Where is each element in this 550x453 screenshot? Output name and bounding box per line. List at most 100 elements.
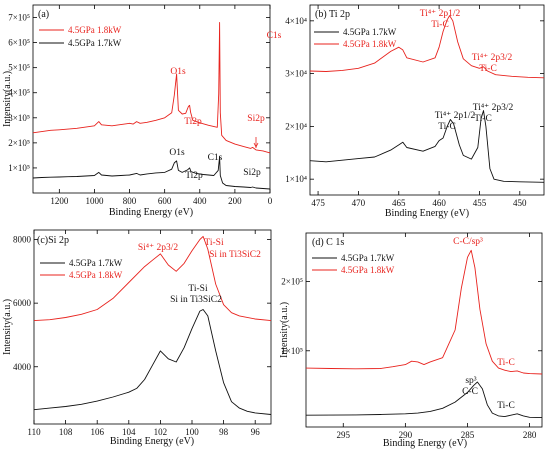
legend-label-1p8kw: 4.5GPa 1.8kW: [68, 25, 122, 35]
annotation-si2p-red: Si2p: [247, 114, 265, 124]
x-tick-label: 800: [123, 196, 137, 206]
panel-c-x-axis-label: Binding Energy (eV): [110, 436, 194, 447]
x-tick-label: 98: [219, 427, 229, 437]
annotation-si-in-ti3sic2-red: Si in Ti3SiC2: [209, 250, 261, 260]
y-tick-label: 8000: [13, 235, 32, 245]
series-line-4-5gpa-1-8kw: [309, 15, 545, 79]
x-tick-label: 290: [399, 430, 413, 440]
annotation-ti2p-red: Ti2p: [184, 117, 202, 127]
y-tick-label: 2×10⁵: [281, 277, 303, 287]
annotation-o1s-black: O1s: [169, 148, 185, 158]
panel-d-c1s-spectrum: 295 290 285 280 1×10⁵ 2×10⁵ (d) C 1s 4.5GPa 1…: [279, 232, 543, 449]
y-tick-label: 1×10⁴: [285, 174, 307, 184]
annotation-cc-black: C-C: [462, 387, 478, 397]
annotation-arrowhead-si2p: [253, 142, 259, 148]
y-tick-label: 6×10⁵: [8, 38, 30, 48]
x-tick-label: 295: [337, 430, 351, 440]
panel-c-si2p-spectrum: 110 108 106 104 102 100 98 96 4000 6000 8000 (c)Si…: [2, 229, 272, 447]
x-tick-label: 104: [122, 427, 136, 437]
y-tick-label: 2×10⁴: [285, 121, 307, 131]
panel-c-y-axis-label: Intensity(a.u.): [2, 299, 13, 355]
annotation-tic-black-2: Ti-C: [474, 114, 492, 124]
y-tick-label: 5×10⁵: [8, 63, 30, 73]
y-tick-label: 4×10⁵: [8, 88, 30, 98]
panel-d-title: (d) C 1s: [312, 237, 344, 248]
legend-label-1p8kw: 4.5GPa 1.8kW: [343, 39, 397, 49]
annotation-tisi-black: Ti-Si: [188, 284, 208, 294]
panel-a-title: (a): [38, 9, 49, 20]
annotation-cc-sp3-red: C-C/sp³: [453, 237, 483, 247]
x-tick-label: 1000: [85, 196, 104, 206]
panel-a-plot-marks: 1200 1000 800 600 400 200 0 1×10⁵ 2×10⁵ 3×10⁵ 4×10…: [8, 5, 273, 206]
x-tick-label: 455: [473, 198, 487, 208]
y-tick-label: 7×10⁵: [8, 13, 30, 23]
panel-a-y-axis-label: Intensity(a.u.): [2, 71, 13, 127]
series-line-4-5gpa-1-8kw: [33, 235, 272, 322]
panel-b-x-axis-label: Binding Energy (eV): [385, 208, 469, 219]
annotation-tic-red-1: Ti-C: [431, 20, 449, 30]
annotation-tic-black-1: Ti-C: [438, 122, 456, 132]
annotation-tic-red-2: Ti-C: [479, 64, 497, 74]
annotation-ti4-2p32-red: Ti⁴⁺ 2p3/2: [472, 53, 513, 63]
series-line-4-5gpa-1-7kw: [305, 381, 543, 419]
panel-b-title: (b) Ti 2p: [315, 9, 350, 20]
annotation-tic-red: Ti-C: [497, 358, 515, 368]
y-tick-label: 1×10⁵: [281, 346, 303, 356]
y-tick-label: 3×10⁴: [285, 69, 307, 79]
annotation-si4-2p32-red: Si⁴⁺ 2p3/2: [138, 243, 179, 253]
annotation-sp3-black: sp³: [465, 376, 476, 386]
legend-label-1p7kw: 4.5GPa 1.7kW: [343, 27, 397, 37]
x-tick-label: 465: [392, 198, 406, 208]
panel-d-y-axis-label: Intensity(a.u.): [279, 302, 290, 358]
panel-a-legend: 4.5GPa 1.8kW 4.5GPa 1.7kW: [39, 25, 122, 48]
panel-c-frame: [33, 229, 272, 425]
x-tick-label: 110: [27, 427, 41, 437]
panel-c-legend: 4.5GPa 1.7kW 4.5GPa 1.8kW: [40, 258, 123, 280]
annotation-c1s-red: C1s: [267, 31, 282, 41]
legend-label-1p8kw: 4.5GPa 1.8kW: [341, 265, 395, 275]
panel-d-plot-marks: 295 290 285 280 1×10⁵ 2×10⁵: [281, 233, 543, 440]
panel-d-x-axis-label: Binding Energy (eV): [383, 438, 467, 449]
panel-d-legend: 4.5GPa 1.7kW 4.5GPa 1.8kW: [312, 253, 395, 275]
series-line-4-5gpa-1-8kw: [305, 249, 543, 375]
y-tick-label: 2×10⁵: [8, 138, 30, 148]
x-tick-label: 450: [513, 198, 527, 208]
annotation-o1s-red: O1s: [170, 67, 186, 77]
x-tick-label: 460: [432, 198, 446, 208]
annotation-si2p-black: Si2p: [243, 168, 261, 178]
panel-a-survey-spectrum: 1200 1000 800 600 400 200 0 1×10⁵ 2×10⁵ 3×10⁵ 4×10…: [2, 4, 282, 218]
x-tick-label: 108: [59, 427, 73, 437]
panel-d-frame: [305, 232, 543, 428]
panel-a-x-axis-label: Binding Energy (eV): [109, 207, 193, 218]
annotation-ti4-2p12-red: Ti⁴⁺ 2p1/2: [420, 9, 461, 19]
y-tick-label: 1×10⁵: [8, 163, 30, 173]
x-tick-label: 0: [268, 196, 273, 206]
panel-b-legend: 4.5GPa 1.7kW 4.5GPa 1.8kW: [314, 27, 397, 49]
legend-label-1p7kw: 4.5GPa 1.7kW: [341, 253, 395, 263]
x-tick-label: 1200: [50, 196, 69, 206]
panel-b-ti2p-spectrum: 475 470 465 460 455 450 1×10⁴ 2×10⁴ 3×10⁴ 4×10⁴ (…: [285, 4, 545, 219]
annotation-ti4-2p32-black: Ti⁴⁺ 2p3/2: [473, 103, 514, 113]
x-tick-label: 600: [158, 196, 172, 206]
annotation-tic-black: Ti-C: [497, 401, 515, 411]
annotation-si-in-ti3sic2-black: Si in Ti3SiC2: [170, 295, 222, 305]
annotation-ti2p-black: Ti2p: [185, 171, 203, 181]
y-tick-label: 4×10⁴: [285, 16, 307, 26]
annotation-ti4-2p12-black: Ti⁴⁺ 2p1/2: [435, 111, 476, 121]
x-tick-label: 200: [228, 196, 242, 206]
y-tick-label: 3×10⁵: [8, 113, 30, 123]
x-tick-label: 285: [461, 430, 475, 440]
panel-a-frame: [32, 4, 271, 194]
series-line-4-5gpa-1-7kw: [33, 309, 272, 415]
x-tick-label: 102: [154, 427, 168, 437]
panel-c-title: (c)Si 2p: [37, 235, 69, 246]
x-tick-label: 470: [352, 198, 366, 208]
y-tick-label: 4000: [13, 362, 32, 372]
annotation-c1s-black: C1s: [208, 153, 223, 163]
x-tick-label: 280: [523, 430, 537, 440]
legend-label-1p8kw: 4.5GPa 1.8kW: [69, 270, 123, 280]
panel-b-plot-marks: 475 470 465 460 455 450 1×10⁴ 2×10⁴ 3×10⁴ 4×10⁴: [285, 5, 545, 208]
x-tick-label: 106: [90, 427, 104, 437]
x-tick-label: 100: [185, 427, 199, 437]
